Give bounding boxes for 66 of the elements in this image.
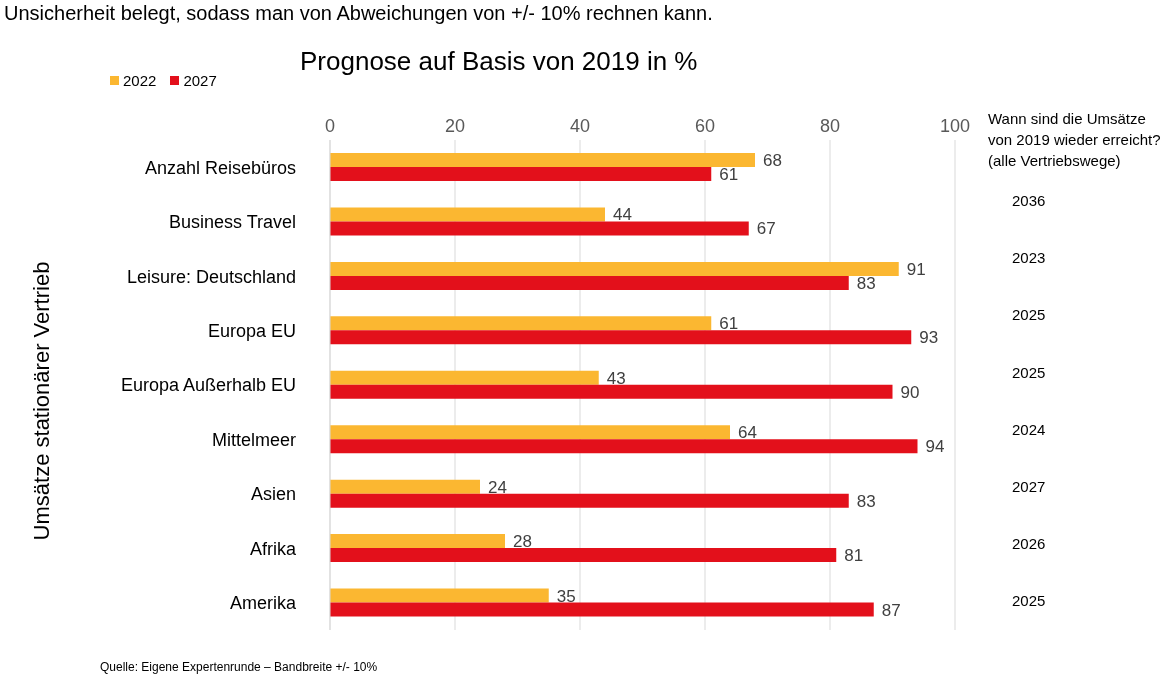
bar: [330, 493, 849, 508]
bar: [330, 153, 755, 167]
bar: [330, 479, 480, 494]
x-tick-label: 20: [444, 116, 466, 136]
bar: [330, 439, 918, 454]
data-label: 91: [906, 259, 926, 279]
chart-title: Prognose auf Basis von 2019 in %: [300, 46, 698, 77]
y-tick-label: Afrika: [249, 538, 297, 559]
text: 2026: [1012, 535, 1046, 553]
x-tick-label: 60: [694, 116, 716, 136]
bar: [330, 384, 893, 399]
bar: [330, 167, 712, 181]
bar: [330, 425, 730, 440]
data-label: 87: [881, 600, 901, 620]
bar: [330, 330, 912, 345]
data-label: 90: [900, 382, 920, 402]
bar: [330, 275, 849, 290]
data-label: 64: [738, 423, 757, 443]
y-tick-label: Business Travel: [168, 212, 296, 233]
text: 2036: [1012, 191, 1046, 209]
bar: [330, 588, 549, 603]
legend-label: 2022: [122, 72, 157, 89]
legend-label: 2027: [182, 72, 217, 89]
text: 2024: [1012, 420, 1046, 438]
data-label: 67: [756, 219, 776, 239]
bar: [330, 534, 505, 549]
data-label: 24: [488, 477, 507, 497]
text: Unsicherheit belegt, sodass man von Abweichungen von +/- 10% rechnen kann.: [4, 2, 713, 25]
text: 2027: [1012, 477, 1046, 495]
data-label: 83: [856, 491, 876, 511]
data-label: 35: [556, 586, 576, 606]
bar: [330, 370, 599, 385]
y-tick-label: Anzahl Reisebüros: [144, 157, 296, 178]
bar: [330, 602, 874, 617]
y-tick-label: Mittelmeer: [211, 429, 296, 450]
bar: [330, 316, 712, 331]
data-label: 43: [606, 368, 626, 388]
y-tick-label: Europa EU: [207, 320, 296, 341]
x-tick-label: 40: [569, 116, 591, 136]
data-label: 93: [919, 328, 939, 348]
data-label: 94: [925, 437, 945, 457]
data-label: 61: [719, 165, 739, 185]
text: 2023: [1012, 249, 1046, 267]
text: Wann sind die Umsätze von 2019 wieder erreicht? (alle Vertriebswege): [988, 109, 1162, 171]
data-label: 81: [844, 546, 864, 566]
data-label: 44: [613, 205, 632, 225]
x-tick-label: 100: [939, 116, 971, 136]
text: 2025: [1012, 306, 1046, 324]
data-label: 28: [513, 532, 532, 552]
source-note: Quelle: Eigene Expertenrunde – Bandbreite +/- 10%: [100, 660, 378, 674]
bar: [330, 207, 605, 222]
bar: [330, 548, 837, 563]
x-tick-label: 80: [819, 116, 841, 136]
data-label: 68: [763, 151, 782, 171]
y-axis-title: Umsätze stationärer Vertrieb: [29, 261, 55, 541]
text: 2025: [1012, 592, 1046, 610]
bar: [330, 221, 749, 236]
data-label: 83: [856, 273, 876, 293]
y-tick-label: Europa Außerhalb EU: [120, 375, 296, 396]
text: 2025: [1012, 363, 1046, 381]
data-label: 61: [719, 314, 739, 334]
y-tick-label: Amerika: [229, 593, 297, 614]
bar: [330, 261, 899, 276]
x-tick-label: 0: [324, 116, 336, 136]
y-tick-label: Asien: [250, 484, 296, 505]
y-tick-label: Leisure: Deutschland: [126, 266, 296, 287]
